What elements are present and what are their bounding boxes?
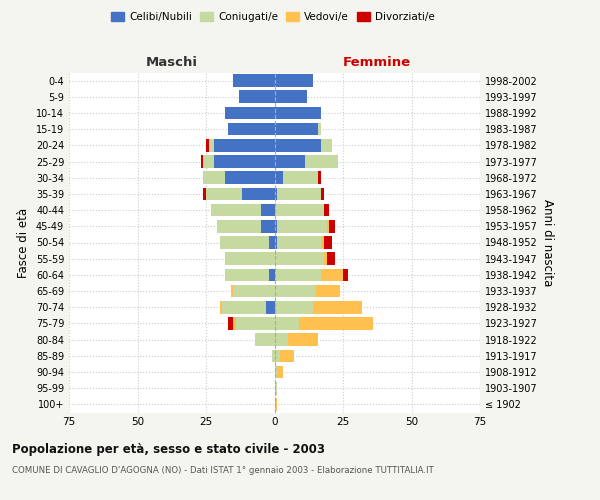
Legend: Celibi/Nubili, Coniugati/e, Vedovi/e, Divorziati/e: Celibi/Nubili, Coniugati/e, Vedovi/e, Di… — [107, 8, 439, 26]
Bar — [319, 172, 321, 184]
Bar — [266, 301, 275, 314]
Bar — [321, 268, 343, 281]
Text: COMUNE DI CAVAGLIO D'AGOGNA (NO) - Dati ISTAT 1° gennaio 2003 - Elaborazione TUT: COMUNE DI CAVAGLIO D'AGOGNA (NO) - Dati … — [12, 466, 434, 475]
Bar — [324, 252, 326, 265]
Bar — [209, 139, 214, 151]
Bar — [275, 301, 313, 314]
Bar — [228, 317, 233, 330]
Bar — [275, 252, 324, 265]
Bar — [225, 252, 275, 265]
Bar — [275, 106, 321, 120]
Bar — [206, 139, 209, 151]
Bar — [242, 188, 275, 200]
Bar — [324, 236, 332, 249]
Bar — [275, 90, 307, 103]
Bar — [230, 285, 233, 298]
Bar — [329, 220, 335, 232]
Bar — [275, 285, 316, 298]
Bar — [288, 334, 319, 346]
Bar — [305, 155, 338, 168]
Bar — [321, 236, 324, 249]
Bar — [275, 398, 277, 410]
Bar — [275, 155, 305, 168]
Bar — [269, 236, 275, 249]
Bar — [277, 220, 326, 232]
Bar — [275, 74, 313, 87]
Bar — [326, 252, 335, 265]
Bar — [203, 155, 214, 168]
Bar — [225, 172, 275, 184]
Bar — [261, 220, 275, 232]
Bar — [316, 285, 340, 298]
Bar — [277, 236, 321, 249]
Bar — [275, 350, 280, 362]
Bar — [275, 366, 277, 378]
Bar — [275, 236, 277, 249]
Bar — [214, 155, 275, 168]
Bar — [223, 301, 266, 314]
Bar — [326, 220, 329, 232]
Bar — [203, 172, 225, 184]
Text: Femmine: Femmine — [343, 56, 412, 70]
Bar — [217, 220, 261, 232]
Bar — [277, 188, 321, 200]
Bar — [321, 139, 332, 151]
Bar — [203, 188, 206, 200]
Bar — [343, 268, 349, 281]
Bar — [236, 317, 275, 330]
Bar — [275, 382, 277, 394]
Text: Maschi: Maschi — [146, 56, 198, 70]
Bar — [220, 236, 269, 249]
Bar — [261, 204, 275, 216]
Bar — [313, 301, 362, 314]
Bar — [275, 268, 321, 281]
Bar — [239, 90, 275, 103]
Bar — [200, 155, 203, 168]
Bar — [225, 106, 275, 120]
Bar — [233, 74, 275, 87]
Bar — [233, 285, 275, 298]
Bar — [206, 188, 242, 200]
Bar — [324, 204, 329, 216]
Bar — [220, 301, 223, 314]
Bar — [228, 123, 275, 136]
Text: Popolazione per età, sesso e stato civile - 2003: Popolazione per età, sesso e stato civil… — [12, 442, 325, 456]
Bar — [275, 204, 324, 216]
Bar — [275, 172, 283, 184]
Bar — [269, 268, 275, 281]
Bar — [277, 366, 283, 378]
Bar — [319, 123, 321, 136]
Bar — [275, 139, 321, 151]
Bar — [283, 172, 319, 184]
Y-axis label: Fasce di età: Fasce di età — [17, 208, 30, 278]
Bar — [233, 317, 236, 330]
Bar — [272, 350, 275, 362]
Bar — [275, 220, 277, 232]
Bar — [275, 123, 319, 136]
Bar — [280, 350, 293, 362]
Bar — [275, 317, 299, 330]
Y-axis label: Anni di nascita: Anni di nascita — [541, 199, 554, 286]
Bar — [321, 188, 324, 200]
Bar — [214, 139, 275, 151]
Bar — [275, 188, 277, 200]
Bar — [211, 204, 261, 216]
Bar — [299, 317, 373, 330]
Bar — [275, 334, 288, 346]
Bar — [256, 334, 275, 346]
Bar — [225, 268, 269, 281]
